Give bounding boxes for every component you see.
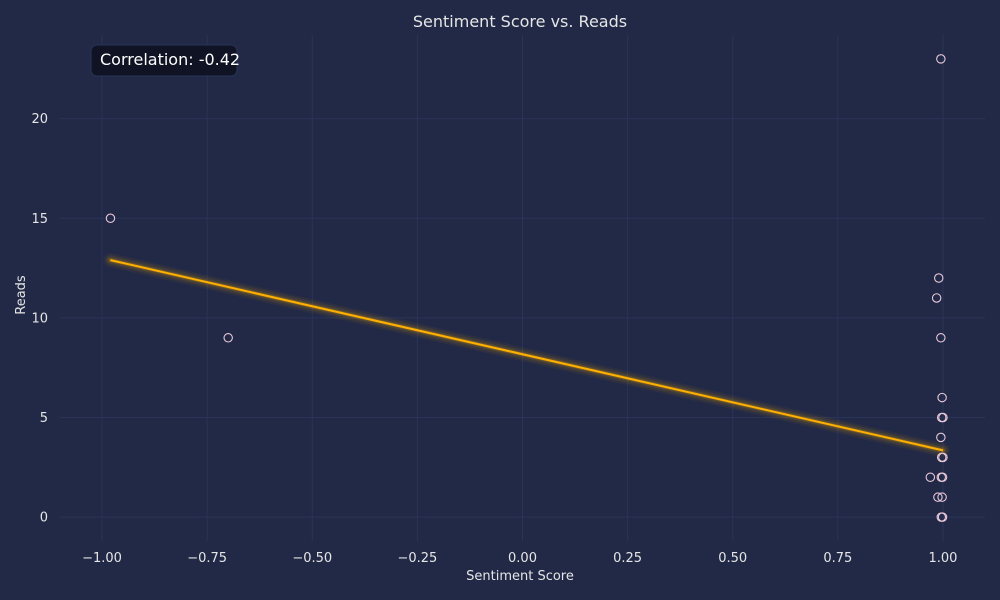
y-tick-label: 15 xyxy=(31,212,48,227)
data-point xyxy=(936,333,946,343)
x-tick-label: 0.50 xyxy=(718,551,747,566)
y-tick-label: 10 xyxy=(31,311,48,326)
data-point xyxy=(937,512,948,522)
data-point xyxy=(933,273,944,283)
trendline xyxy=(110,259,944,452)
correlation-annotation: Correlation: -0.42 xyxy=(90,44,240,77)
x-tick-label: −0.25 xyxy=(397,551,437,566)
x-tick-label: 0.75 xyxy=(823,551,852,566)
x-tick-label: −1.00 xyxy=(82,551,122,566)
data-point xyxy=(105,213,116,224)
annotation-box xyxy=(90,44,238,77)
x-axis-ticks: −1.00 −0.75 −0.50 −0.25 0.00 0.25 0.50 0.75 1.00 xyxy=(82,551,957,566)
x-axis-label: Sentiment Score xyxy=(466,569,574,584)
x-tick-label: 0.25 xyxy=(613,551,642,566)
x-tick-label: −0.75 xyxy=(187,551,227,566)
data-point xyxy=(937,392,947,403)
x-tick-label: 0.00 xyxy=(508,551,537,566)
y-tick-label: 20 xyxy=(31,112,48,127)
chart-title: Sentiment Score vs. Reads xyxy=(413,12,627,31)
data-point xyxy=(925,472,936,483)
x-tick-label: 1.00 xyxy=(928,551,957,566)
annotation-text: Correlation: -0.42 xyxy=(100,50,240,69)
data-point xyxy=(938,452,948,463)
y-tick-label: 5 xyxy=(40,411,48,426)
grid xyxy=(60,35,985,541)
y-axis-ticks: 0 5 10 15 20 xyxy=(31,112,48,525)
trendline-group xyxy=(103,253,950,458)
data-point xyxy=(938,412,948,423)
data-point xyxy=(933,492,943,502)
data-point xyxy=(936,432,946,443)
data-point xyxy=(937,492,947,502)
y-axis-label: Reads xyxy=(14,275,29,315)
data-point xyxy=(931,293,942,303)
data-point xyxy=(223,333,233,343)
x-tick-label: −0.50 xyxy=(292,551,332,566)
points-group xyxy=(105,54,948,522)
y-tick-label: 0 xyxy=(40,511,48,526)
data-point xyxy=(936,54,946,64)
data-point xyxy=(937,472,948,483)
